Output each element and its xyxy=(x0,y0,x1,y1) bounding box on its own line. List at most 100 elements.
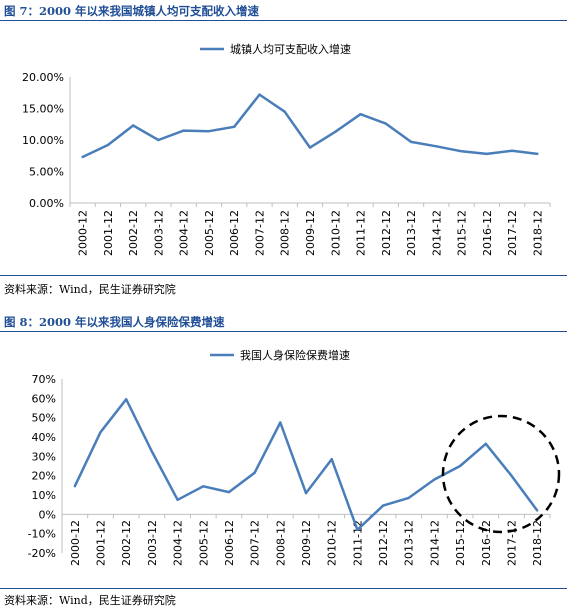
data-point xyxy=(279,421,282,424)
legend-label: 我国人身保险保费增速 xyxy=(240,348,350,362)
y-tick-label: 50% xyxy=(32,412,56,425)
x-tick-label: 2005-12 xyxy=(203,210,216,256)
x-tick-label: 2007-12 xyxy=(249,520,262,566)
y-tick-label: 60% xyxy=(32,392,56,405)
data-point xyxy=(409,140,413,144)
source-rule xyxy=(0,275,567,276)
x-tick-label: 2004-12 xyxy=(172,520,185,566)
x-tick-label: 2002-12 xyxy=(127,210,140,256)
y-tick-label: 0% xyxy=(39,508,56,521)
x-tick-label: 2000-12 xyxy=(77,210,90,256)
data-point xyxy=(308,146,312,149)
x-tick-label: 2012-12 xyxy=(380,210,393,256)
y-tick-label: 20% xyxy=(32,470,56,483)
data-point xyxy=(131,124,135,127)
data-point xyxy=(510,474,513,477)
figure-7-title: 图 7：2000 年以来我国城镇人均可支配收入增速 xyxy=(4,4,260,18)
data-point xyxy=(485,152,489,156)
x-tick-label: 2017-12 xyxy=(505,520,518,566)
x-tick-label: 2015-12 xyxy=(454,520,467,566)
y-tick-label: 10% xyxy=(32,489,56,502)
data-point xyxy=(283,110,286,113)
y-tick-label: -10% xyxy=(28,528,56,541)
source-rule xyxy=(0,588,567,589)
data-point xyxy=(433,478,436,481)
data-point xyxy=(484,442,487,445)
data-point xyxy=(510,149,514,152)
data-point xyxy=(227,490,231,494)
x-tick-label: 2011-12 xyxy=(351,520,364,566)
figure-8-title: 图 8：2000 年以来我国人身保险保费增速 xyxy=(4,315,225,329)
x-tick-label: 2013-12 xyxy=(403,520,416,566)
data-point xyxy=(435,145,438,148)
x-tick-label: 2018-12 xyxy=(531,520,544,566)
x-tick-label: 2001-12 xyxy=(102,210,115,256)
y-tick-label: 30% xyxy=(32,450,56,463)
data-point xyxy=(157,138,160,142)
legend-label: 城镇人均可支配收入增速 xyxy=(230,42,351,56)
x-tick-label: 2005-12 xyxy=(197,520,210,566)
y-tick-label: 40% xyxy=(32,431,56,444)
y-tick-label: 0.00% xyxy=(29,197,64,210)
legend: 城镇人均可支配收入增速 xyxy=(200,42,351,56)
x-tick-label: 2003-12 xyxy=(146,520,159,566)
data-point xyxy=(150,450,154,453)
x-tick-label: 2007-12 xyxy=(253,210,266,256)
x-tick-label: 2010-12 xyxy=(329,210,342,256)
x-tick-label: 2018-12 xyxy=(531,210,544,256)
x-tick-label: 2000-12 xyxy=(69,520,82,566)
y-tick-label: 20.00% xyxy=(22,71,64,84)
data-point xyxy=(460,150,463,153)
x-tick-label: 2011-12 xyxy=(355,210,368,256)
series-line xyxy=(73,398,539,532)
x-tick-label: 2006-12 xyxy=(228,210,241,256)
x-tick-label: 2016-12 xyxy=(481,210,494,256)
x-tick-label: 2014-12 xyxy=(428,520,441,566)
data-point xyxy=(253,471,256,474)
data-point xyxy=(356,528,359,531)
figure-8-source: 资料来源：Wind，民生证券研究院 xyxy=(4,594,176,607)
data-point xyxy=(207,129,211,133)
y-tick-label: 15.00% xyxy=(22,103,64,116)
data-point xyxy=(535,509,539,512)
x-tick-label: 2001-12 xyxy=(95,520,108,566)
data-point xyxy=(334,130,337,134)
data-point xyxy=(81,155,84,159)
data-point xyxy=(330,458,333,461)
x-tick-label: 2003-12 xyxy=(152,210,165,256)
y-tick-label: 10.00% xyxy=(22,134,64,147)
title-underline xyxy=(0,331,567,332)
y-tick-label: -20% xyxy=(28,547,56,560)
data-point xyxy=(176,498,179,502)
data-point xyxy=(73,485,77,488)
highlight-circle xyxy=(441,414,561,534)
x-tick-label: 2010-12 xyxy=(326,520,339,566)
x-tick-label: 2004-12 xyxy=(178,210,191,256)
data-point xyxy=(381,504,385,507)
x-tick-label: 2006-12 xyxy=(223,520,236,566)
legend: 我国人身保险保费增速 xyxy=(210,348,350,362)
data-point xyxy=(304,491,308,495)
data-point xyxy=(233,125,236,128)
data-point xyxy=(125,398,128,401)
title-underline xyxy=(0,20,567,21)
x-tick-label: 2008-12 xyxy=(279,210,292,256)
x-tick-label: 2016-12 xyxy=(480,520,493,566)
x-tick-label: 2017-12 xyxy=(506,210,519,256)
data-point xyxy=(384,122,387,125)
life-insurance-premium-growth-chart: 我国人身保险保费增速 -20% -10% 0% 10% 20% 30% 40% 50% 60% 70… xyxy=(28,348,561,566)
x-tick-label: 2012-12 xyxy=(377,520,390,566)
figure-7-source: 资料来源：Wind，民生证券研究院 xyxy=(4,283,176,296)
x-tick-label: 2014-12 xyxy=(430,210,443,256)
data-point xyxy=(359,112,362,116)
data-point xyxy=(258,93,261,96)
income-growth-chart: 城镇人均可支配收入增速 0.00% 5.00% 10.00% 15.00% 20.00% 2… xyxy=(22,42,551,256)
data-point xyxy=(106,143,110,147)
x-tick-label: 2009-12 xyxy=(304,210,317,256)
x-tick-label: 2008-12 xyxy=(274,520,287,566)
data-point xyxy=(407,496,410,500)
x-tick-label: 2009-12 xyxy=(300,520,313,566)
data-point xyxy=(99,430,102,434)
data-point xyxy=(202,485,205,488)
x-tick-label: 2002-12 xyxy=(120,520,133,566)
